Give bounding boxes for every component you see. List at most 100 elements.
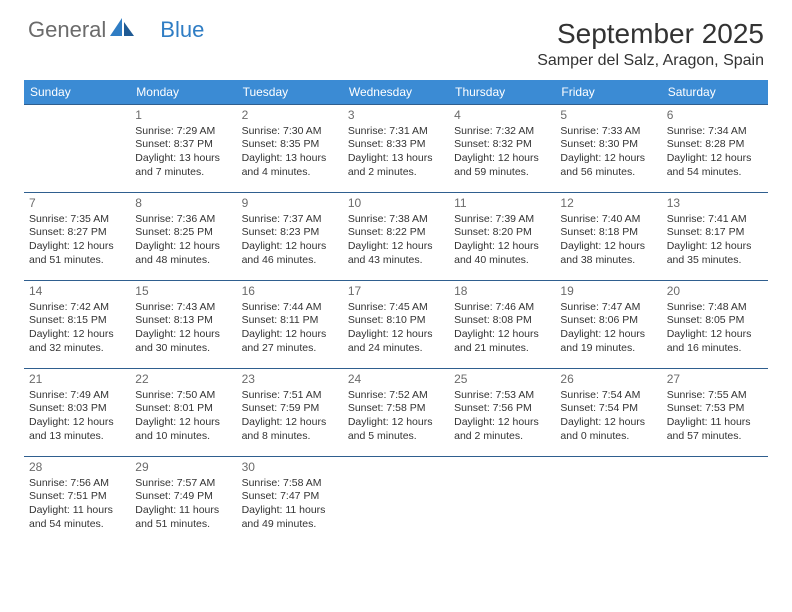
daylight-text: Daylight: 13 hours (242, 152, 338, 166)
calendar-day-cell: 3Sunrise: 7:31 AMSunset: 8:33 PMDaylight… (343, 105, 449, 193)
daylight-text: and 2 minutes. (454, 430, 550, 444)
calendar-day-cell: 2Sunrise: 7:30 AMSunset: 8:35 PMDaylight… (237, 105, 343, 193)
sunset-text: Sunset: 7:58 PM (348, 402, 444, 416)
day-number: 13 (667, 196, 763, 212)
sunrise-text: Sunrise: 7:49 AM (29, 389, 125, 403)
calendar-day-cell: 19Sunrise: 7:47 AMSunset: 8:06 PMDayligh… (555, 281, 661, 369)
sunrise-text: Sunrise: 7:42 AM (29, 301, 125, 315)
daylight-text: Daylight: 12 hours (454, 240, 550, 254)
weekday-header: Saturday (662, 80, 768, 105)
daylight-text: and 43 minutes. (348, 254, 444, 268)
sunset-text: Sunset: 8:22 PM (348, 226, 444, 240)
daylight-text: Daylight: 11 hours (29, 504, 125, 518)
sunset-text: Sunset: 8:06 PM (560, 314, 656, 328)
calendar-empty-cell (449, 457, 555, 545)
day-number: 5 (560, 108, 656, 124)
sunrise-text: Sunrise: 7:56 AM (29, 477, 125, 491)
daylight-text: Daylight: 12 hours (454, 416, 550, 430)
calendar-day-cell: 16Sunrise: 7:44 AMSunset: 8:11 PMDayligh… (237, 281, 343, 369)
sunset-text: Sunset: 8:13 PM (135, 314, 231, 328)
sunrise-text: Sunrise: 7:47 AM (560, 301, 656, 315)
sunrise-text: Sunrise: 7:30 AM (242, 125, 338, 139)
day-number: 26 (560, 372, 656, 388)
calendar-day-cell: 24Sunrise: 7:52 AMSunset: 7:58 PMDayligh… (343, 369, 449, 457)
logo-text-blue: Blue (160, 19, 204, 41)
title-block: September 2025 Samper del Salz, Aragon, … (537, 18, 764, 70)
daylight-text: and 48 minutes. (135, 254, 231, 268)
daylight-text: and 57 minutes. (667, 430, 763, 444)
sunrise-text: Sunrise: 7:41 AM (667, 213, 763, 227)
daylight-text: Daylight: 12 hours (29, 416, 125, 430)
sunrise-text: Sunrise: 7:34 AM (667, 125, 763, 139)
day-number: 21 (29, 372, 125, 388)
calendar-day-cell: 12Sunrise: 7:40 AMSunset: 8:18 PMDayligh… (555, 193, 661, 281)
day-number: 6 (667, 108, 763, 124)
sunset-text: Sunset: 8:17 PM (667, 226, 763, 240)
daylight-text: and 4 minutes. (242, 166, 338, 180)
sunset-text: Sunset: 8:18 PM (560, 226, 656, 240)
weekday-header: Tuesday (237, 80, 343, 105)
daylight-text: Daylight: 11 hours (667, 416, 763, 430)
daylight-text: Daylight: 11 hours (135, 504, 231, 518)
daylight-text: and 56 minutes. (560, 166, 656, 180)
day-number: 19 (560, 284, 656, 300)
daylight-text: Daylight: 12 hours (242, 240, 338, 254)
sunrise-text: Sunrise: 7:52 AM (348, 389, 444, 403)
sunset-text: Sunset: 8:05 PM (667, 314, 763, 328)
daylight-text: Daylight: 12 hours (667, 152, 763, 166)
daylight-text: and 54 minutes. (667, 166, 763, 180)
sunrise-text: Sunrise: 7:57 AM (135, 477, 231, 491)
calendar-day-cell: 23Sunrise: 7:51 AMSunset: 7:59 PMDayligh… (237, 369, 343, 457)
calendar-week-row: 28Sunrise: 7:56 AMSunset: 7:51 PMDayligh… (24, 457, 768, 545)
sunset-text: Sunset: 8:01 PM (135, 402, 231, 416)
calendar-day-cell: 10Sunrise: 7:38 AMSunset: 8:22 PMDayligh… (343, 193, 449, 281)
day-number: 16 (242, 284, 338, 300)
calendar-day-cell: 11Sunrise: 7:39 AMSunset: 8:20 PMDayligh… (449, 193, 555, 281)
daylight-text: Daylight: 13 hours (135, 152, 231, 166)
sunset-text: Sunset: 8:20 PM (454, 226, 550, 240)
daylight-text: and 40 minutes. (454, 254, 550, 268)
daylight-text: Daylight: 12 hours (242, 328, 338, 342)
calendar-table: SundayMondayTuesdayWednesdayThursdayFrid… (24, 80, 768, 545)
calendar-day-cell: 30Sunrise: 7:58 AMSunset: 7:47 PMDayligh… (237, 457, 343, 545)
sunrise-text: Sunrise: 7:45 AM (348, 301, 444, 315)
calendar-week-row: 7Sunrise: 7:35 AMSunset: 8:27 PMDaylight… (24, 193, 768, 281)
calendar-week-row: 21Sunrise: 7:49 AMSunset: 8:03 PMDayligh… (24, 369, 768, 457)
sunrise-text: Sunrise: 7:31 AM (348, 125, 444, 139)
sunrise-text: Sunrise: 7:32 AM (454, 125, 550, 139)
daylight-text: and 59 minutes. (454, 166, 550, 180)
day-number: 17 (348, 284, 444, 300)
calendar-day-cell: 5Sunrise: 7:33 AMSunset: 8:30 PMDaylight… (555, 105, 661, 193)
daylight-text: and 46 minutes. (242, 254, 338, 268)
sunset-text: Sunset: 8:08 PM (454, 314, 550, 328)
day-number: 28 (29, 460, 125, 476)
sunset-text: Sunset: 8:28 PM (667, 138, 763, 152)
calendar-day-cell: 28Sunrise: 7:56 AMSunset: 7:51 PMDayligh… (24, 457, 130, 545)
sunrise-text: Sunrise: 7:51 AM (242, 389, 338, 403)
calendar-empty-cell (24, 105, 130, 193)
calendar-empty-cell (343, 457, 449, 545)
day-number: 24 (348, 372, 444, 388)
daylight-text: Daylight: 12 hours (348, 328, 444, 342)
sunrise-text: Sunrise: 7:40 AM (560, 213, 656, 227)
day-number: 9 (242, 196, 338, 212)
daylight-text: and 21 minutes. (454, 342, 550, 356)
sunrise-text: Sunrise: 7:39 AM (454, 213, 550, 227)
sunset-text: Sunset: 7:53 PM (667, 402, 763, 416)
daylight-text: Daylight: 12 hours (560, 152, 656, 166)
calendar-day-cell: 29Sunrise: 7:57 AMSunset: 7:49 PMDayligh… (130, 457, 236, 545)
sunrise-text: Sunrise: 7:35 AM (29, 213, 125, 227)
daylight-text: and 54 minutes. (29, 518, 125, 532)
daylight-text: and 8 minutes. (242, 430, 338, 444)
sunrise-text: Sunrise: 7:50 AM (135, 389, 231, 403)
calendar-day-cell: 14Sunrise: 7:42 AMSunset: 8:15 PMDayligh… (24, 281, 130, 369)
daylight-text: and 19 minutes. (560, 342, 656, 356)
sunset-text: Sunset: 7:54 PM (560, 402, 656, 416)
sunset-text: Sunset: 8:10 PM (348, 314, 444, 328)
sunset-text: Sunset: 7:59 PM (242, 402, 338, 416)
daylight-text: and 51 minutes. (29, 254, 125, 268)
daylight-text: Daylight: 12 hours (135, 328, 231, 342)
daylight-text: Daylight: 11 hours (242, 504, 338, 518)
daylight-text: Daylight: 13 hours (348, 152, 444, 166)
day-number: 11 (454, 196, 550, 212)
